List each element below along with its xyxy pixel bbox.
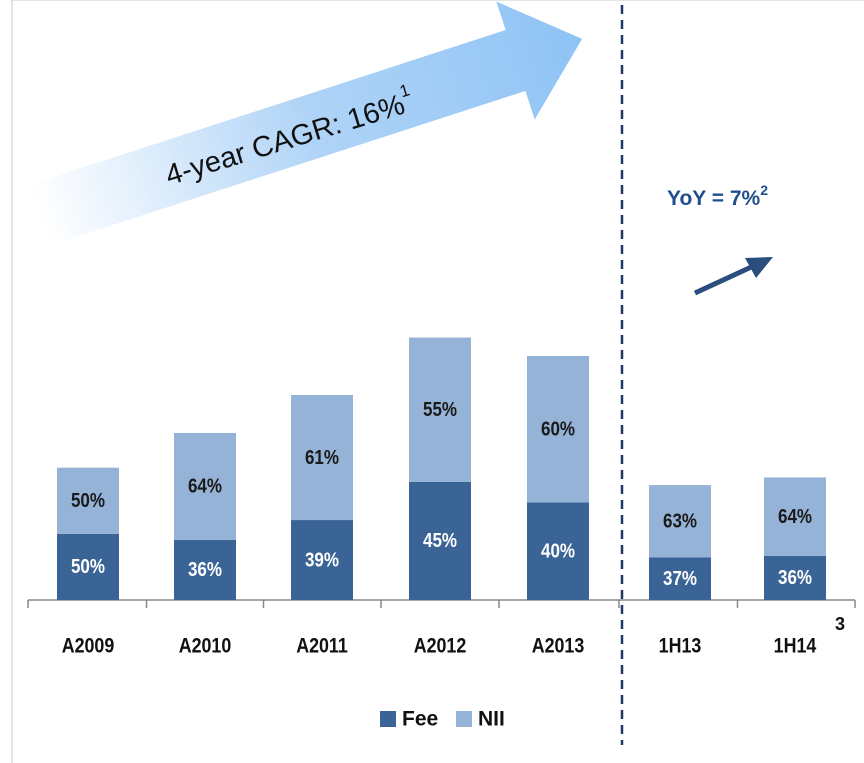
x-tick-label: A2012 — [414, 634, 467, 658]
bar-segment — [409, 337, 471, 482]
frame — [11, 0, 864, 763]
bar-segment — [409, 481, 471, 600]
value-label: 50% — [71, 489, 105, 512]
x-tick-label: A2013 — [532, 634, 585, 658]
bar-segment — [174, 432, 236, 540]
value-label: 37% — [663, 567, 697, 590]
legend-label: NII — [478, 708, 505, 731]
bar-segment — [527, 355, 589, 503]
value-label: 50% — [71, 555, 105, 578]
legend-label: Fee — [402, 708, 438, 731]
bar-segment — [291, 395, 353, 521]
yoy-text: YoY = 7% — [667, 187, 761, 210]
x-tick-label: 1H14 — [774, 634, 817, 658]
bar-segment — [764, 555, 826, 600]
bar-segment — [57, 533, 119, 600]
bar-segment — [649, 557, 711, 600]
x-tick-label: A2010 — [179, 634, 232, 658]
yoy-annotation: YoY = 7%2 — [667, 182, 768, 210]
cagr-arrow — [30, 1, 583, 246]
value-label: 60% — [541, 417, 575, 440]
value-label: 40% — [541, 539, 575, 562]
value-label: 45% — [423, 529, 457, 552]
bar-segment — [527, 502, 589, 600]
footnote-marker: 3 — [835, 614, 845, 634]
bar-segment — [174, 539, 236, 600]
value-label: 61% — [305, 445, 339, 468]
value-label: 36% — [188, 558, 222, 581]
value-label: 39% — [305, 548, 339, 571]
value-label: 55% — [423, 398, 457, 421]
value-label: 64% — [188, 474, 222, 497]
bar-segment — [649, 485, 711, 558]
value-label: 36% — [778, 566, 812, 589]
value-label: 64% — [778, 505, 812, 528]
value-label: 63% — [663, 509, 697, 532]
bar-segment — [764, 477, 826, 556]
x-tick-label: 1H13 — [659, 634, 702, 658]
bar-segment — [291, 520, 353, 600]
legend-swatch — [456, 711, 472, 727]
legend-swatch — [380, 711, 396, 727]
bar-segment — [57, 467, 119, 534]
x-tick-label: A2011 — [296, 634, 348, 658]
yoy-arrow — [693, 257, 773, 296]
yoy-note: 2 — [760, 182, 768, 198]
x-tick-label: A2009 — [62, 634, 115, 658]
